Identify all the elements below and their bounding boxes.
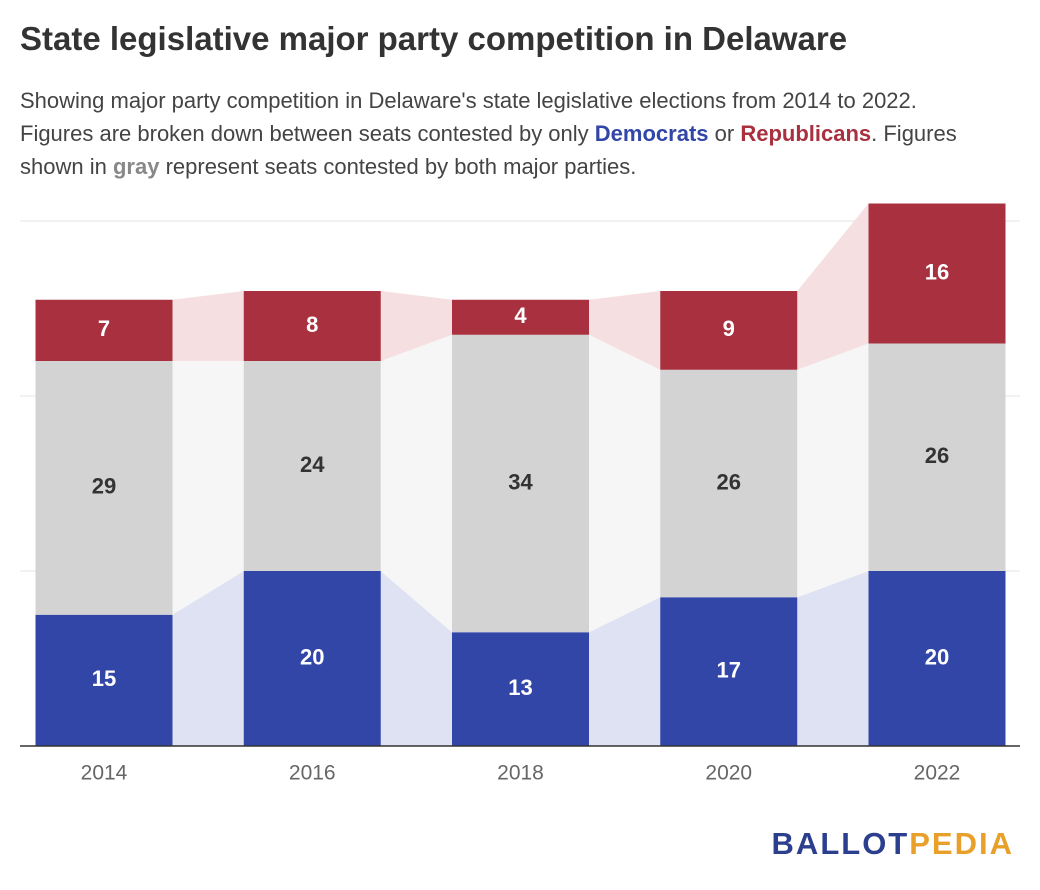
connector-band (172, 571, 244, 746)
subtitle-text: shown in (20, 154, 107, 179)
data-label: 16 (925, 259, 949, 284)
bar-segment (35, 614, 173, 746)
connector-band (589, 597, 661, 746)
data-label: 4 (514, 303, 527, 328)
connector-band (380, 291, 452, 361)
subtitle-highlight: gray (112, 154, 160, 179)
bar-segment (660, 597, 798, 746)
data-label: 13 (508, 675, 532, 700)
bar-segment (660, 291, 798, 370)
subtitle-highlight: Democrats (594, 121, 709, 146)
bar-segment (243, 361, 381, 571)
subtitle-text: . Figures (871, 121, 957, 146)
data-label: 26 (717, 469, 741, 494)
subtitle-text: or (714, 121, 735, 146)
chart-subtitle: Showing major party competition in Delaw… (20, 84, 1030, 183)
x-tick-label: 2014 (81, 762, 128, 785)
bar-segment (868, 343, 1006, 571)
connector-band (589, 334, 661, 633)
x-tick-label: 2022 (914, 762, 961, 785)
bar-segment (35, 361, 173, 615)
connector-band (172, 361, 244, 615)
x-tick-label: 2016 (289, 762, 336, 785)
subtitle-text: Showing major party competition in Delaw… (20, 88, 917, 113)
x-tick-label: 2018 (497, 762, 544, 785)
data-label: 29 (92, 474, 116, 499)
data-label: 9 (723, 316, 735, 341)
data-label: 8 (306, 312, 318, 337)
x-tick-label: 2020 (705, 762, 752, 785)
connector-band (797, 203, 869, 370)
data-label: 15 (92, 666, 116, 691)
connector-band (172, 291, 244, 361)
logo-part: PEDIA (909, 826, 1014, 861)
bar-segment (243, 571, 381, 746)
subtitle-highlight: Republicans (740, 121, 872, 146)
subtitle-text: represent seats contested by both major … (165, 154, 637, 179)
bar-segment (452, 299, 589, 335)
chart-title: State legislative major party competitio… (20, 20, 848, 57)
connector-band (797, 343, 869, 598)
data-label: 17 (717, 657, 741, 682)
connector-band (589, 291, 661, 370)
connector-band (797, 571, 869, 746)
bar-segment (452, 632, 589, 746)
subtitle-text: Figures are broken down between seats co… (20, 121, 589, 146)
connector-band (380, 571, 452, 746)
bar-segment (452, 334, 589, 633)
bar-segment (868, 571, 1006, 746)
bar-segment (243, 291, 381, 361)
data-label: 24 (300, 452, 325, 477)
data-label: 20 (925, 644, 949, 669)
bar-segment (35, 299, 173, 361)
logo: BALLOTPEDIA (772, 826, 1014, 862)
logo-part: BALLOT (771, 826, 910, 861)
data-label: 26 (925, 443, 949, 468)
data-label: 34 (508, 469, 533, 494)
data-label: 7 (98, 316, 110, 341)
data-label: 20 (300, 644, 324, 669)
bar-segment (660, 369, 798, 598)
connector-band (380, 334, 452, 633)
bar-segment (868, 203, 1006, 344)
